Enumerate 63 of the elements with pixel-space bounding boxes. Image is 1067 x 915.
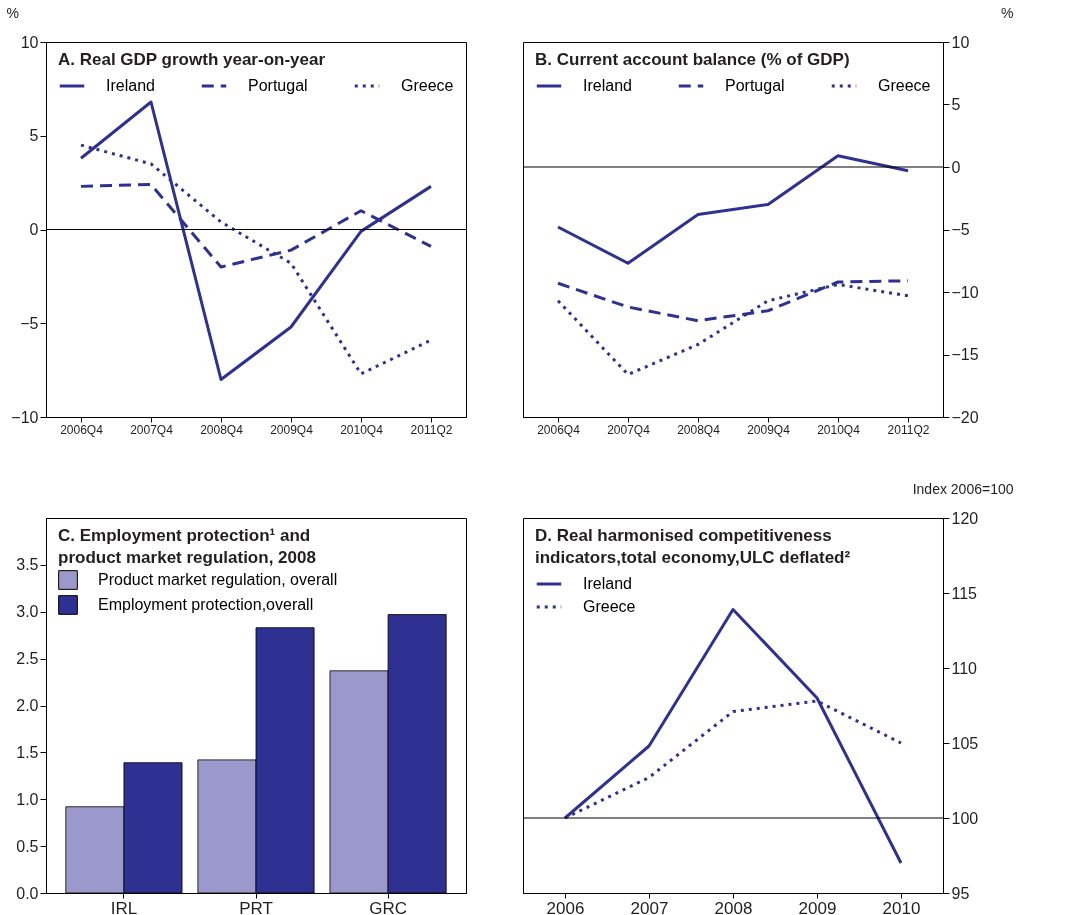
y-tick-label: 115	[951, 584, 978, 602]
y-tick-label: 105	[951, 734, 979, 752]
x-tick-label: 2006Q4	[60, 422, 104, 437]
legend-label: Ireland	[106, 77, 155, 94]
y-tick-label: 3.5	[16, 556, 39, 574]
y-axis-title: Index 2006=100	[912, 480, 1014, 497]
y-tick-label: 95	[951, 884, 970, 902]
y-tick-label: 10	[20, 33, 39, 51]
legend-label: Greece	[583, 598, 636, 615]
text: D. Real harmonised competitiveness indicators,total economy,ULC deflated²	[535, 526, 851, 567]
x-tick-label: 2007Q4	[130, 422, 174, 437]
x-tick-label: 2007Q4	[607, 422, 651, 437]
x-tick-label: GRC	[369, 898, 407, 915]
y-axis-title: %	[1001, 4, 1014, 21]
y-tick-label: 10	[951, 33, 970, 51]
x-tick-label: 2008	[714, 898, 753, 915]
y-axis-title: %	[6, 4, 19, 21]
legend-label: Product market regulation, overall	[98, 571, 338, 588]
x-tick-label: 2006	[546, 898, 585, 915]
y-tick-label: −5	[951, 221, 970, 238]
y-tick-label: 100	[951, 809, 979, 827]
y-tick-label: −10	[11, 408, 39, 426]
x-tick-label: 2011Q2	[887, 422, 930, 437]
x-tick-label: 2008Q4	[677, 422, 721, 437]
y-tick-label: 0	[29, 221, 39, 238]
y-tick-label: 1.0	[16, 790, 39, 808]
legend-label: Greece	[401, 77, 454, 94]
x-tick-label: 2006Q4	[537, 422, 581, 437]
y-tick-label: −5	[20, 314, 39, 332]
y-tick-label: 2.0	[16, 697, 39, 714]
y-tick-label: 1.5	[16, 743, 39, 761]
x-tick-label: PRT	[239, 898, 273, 915]
y-tick-label: 0.5	[16, 837, 39, 855]
y-tick-label: 5	[29, 127, 39, 145]
legend-label: Portugal	[725, 77, 785, 94]
y-tick-label: 120	[951, 509, 979, 527]
y-tick-label: 3.0	[16, 603, 39, 621]
x-tick-label: IRL	[110, 898, 138, 915]
x-tick-label: 2010Q4	[340, 422, 384, 437]
x-tick-label: 2007	[630, 898, 669, 915]
text: B. Current account balance (% of GDP)	[535, 50, 850, 69]
x-tick-label: 2008Q4	[200, 422, 244, 437]
text: C. Employment protection¹ and product market regulation, 2008	[58, 526, 316, 567]
x-tick-label: 2011Q2	[410, 422, 453, 437]
x-tick-label: 2010	[882, 898, 921, 915]
y-tick-label: 2.5	[16, 650, 39, 668]
x-tick-label: 2010Q4	[817, 422, 861, 437]
y-tick-label: 0	[951, 158, 961, 176]
legend-label: Ireland	[583, 77, 632, 94]
x-tick-label: 2009Q4	[270, 422, 314, 437]
x-tick-label: 2009Q4	[747, 422, 791, 437]
y-tick-label: 0.0	[16, 884, 39, 902]
legend-label: Employment protection,overall	[98, 596, 314, 613]
x-tick-label: 2009	[798, 898, 837, 915]
legend-label: Portugal	[248, 77, 308, 94]
y-tick-label: −20	[951, 408, 979, 426]
y-tick-label: −15	[951, 346, 979, 363]
y-tick-label: −10	[951, 283, 979, 301]
chart-title: A. Real GDP growth year-on-year	[58, 50, 326, 69]
y-tick-label: 110	[951, 659, 978, 677]
legend-label: Ireland	[583, 575, 632, 592]
legend-label: Greece	[878, 77, 931, 94]
y-tick-label: 5	[951, 96, 961, 113]
